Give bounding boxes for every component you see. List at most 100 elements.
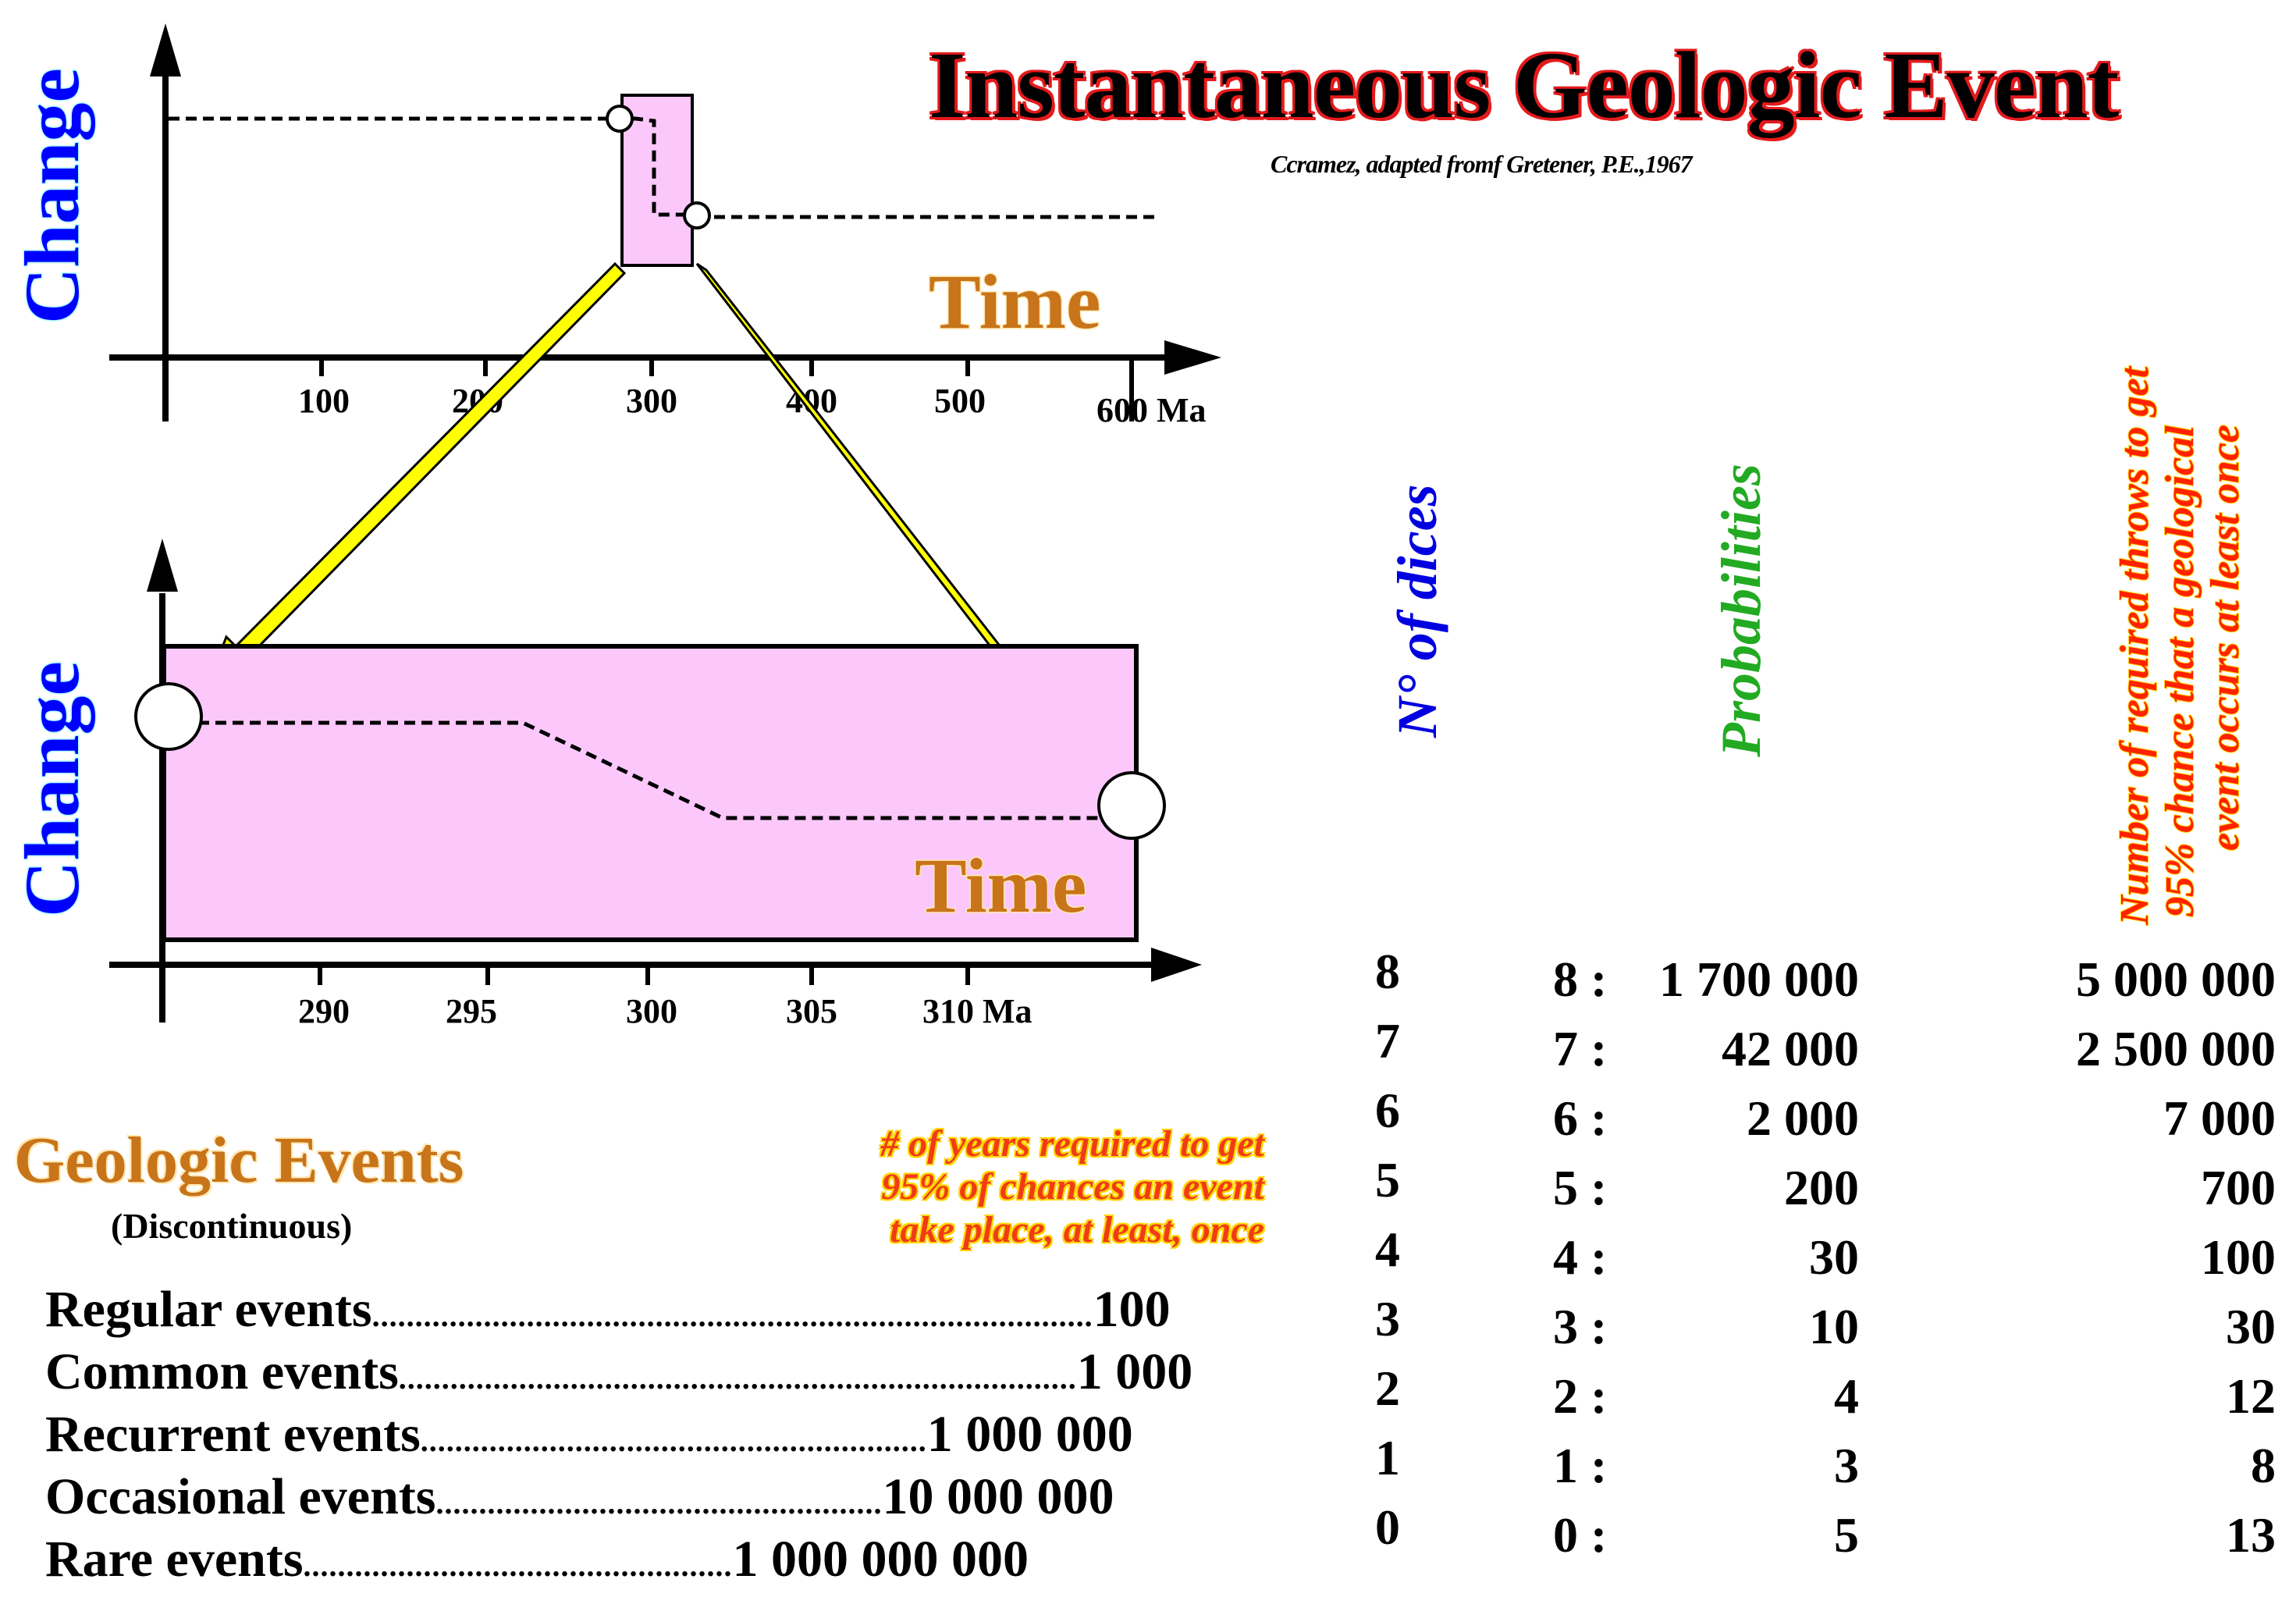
dot-leader: ........................................… [398,1360,1077,1396]
bottom-highlight-box [162,644,1139,942]
probability-value: 3 [1834,1438,1859,1493]
event-label: Rare events [45,1531,304,1588]
events-note-line-2: 95% of chances an event [881,1166,1264,1208]
probability-prefix: 0 : [1553,1507,1608,1563]
probability-prefix: 2 : [1553,1368,1608,1424]
probability-value: 2 000 [1747,1090,1859,1146]
throws-header-line-3: event occurs at least once [2203,425,2248,851]
probability-prefix: 1 : [1553,1438,1608,1493]
events-list: Regular events..........................… [45,1279,1216,1591]
bottom-time-label: Time [915,842,1086,929]
dot-leader: ........................................… [303,1548,733,1583]
events-subtitle: (Discontinuous) [111,1206,353,1246]
probability-prefix-column: 8 : 7 : 6 : 5 : 4 : 3 : 2 : 1 : 0 : [1553,944,1639,1570]
throws-header: Number of required throws to get 95% cha… [2112,365,2248,927]
dice-count: 4 [1375,1222,1400,1277]
probability-prefix: 5 : [1553,1160,1608,1215]
dice-count: 7 [1375,1013,1400,1069]
dot-leader: ........................................… [420,1423,927,1458]
event-label: Common events [45,1343,399,1400]
event-value: 10 000 000 [882,1468,1114,1525]
bottom-tick-295: 295 [446,992,497,1030]
bottom-y-arrowhead [147,539,178,592]
bottom-change-label: Change [9,661,95,917]
event-row: Recurrent events........................… [45,1403,1216,1466]
dice-header: N° of dices [1386,484,1448,738]
top-tick-600: 600 Ma [1096,391,1207,429]
dot-leader: ........................................… [371,1298,1093,1333]
throws-value: 700 [2201,1160,2276,1215]
dice-count: 6 [1375,1083,1400,1138]
events-note-line-1: # of years required to get [880,1123,1264,1165]
top-y-arrowhead [150,23,181,76]
throws-column: 5 000 000 2 500 000 7 000 700 100 30 12 … [1982,944,2276,1570]
dice-count: 2 [1375,1360,1400,1416]
probability-value: 4 [1834,1368,1859,1424]
probability-value: 200 [1784,1160,1859,1215]
probability-prefix: 8 : [1553,951,1608,1007]
probability-value: 5 [1834,1507,1859,1563]
dice-count: 1 [1375,1430,1400,1485]
probability-prefix: 4 : [1553,1229,1608,1285]
top-change-trace-a [169,116,697,217]
events-title: Geologic Events [14,1124,464,1197]
throws-value: 7 000 [2163,1090,2276,1146]
throws-value: 8 [2251,1438,2276,1493]
probability-prefix: 7 : [1553,1021,1608,1076]
zoom-arrow-left [198,261,627,706]
dice-count: 0 [1375,1499,1400,1555]
page-title: Instantaneous Geologic Event [929,33,2119,138]
bottom-change-trace [198,720,1133,820]
dice-count: 3 [1375,1291,1400,1346]
top-time-label: Time [929,258,1100,345]
probability-value: 42 000 [1722,1021,1859,1076]
event-value: 1 000 000 000 [732,1531,1029,1588]
event-row: Occasional events.......................… [45,1466,1216,1528]
event-value: 1 000 [1076,1343,1193,1400]
bottom-tick-300: 300 [626,992,677,1030]
bottom-start-point [134,682,203,751]
throws-value: 5 000 000 [2076,951,2276,1007]
event-label: Recurrent events [45,1406,421,1463]
dice-count: 5 [1375,1152,1400,1208]
top-start-point [606,105,634,133]
top-tick-500: 500 [934,382,986,420]
top-tick-300: 300 [626,382,677,420]
credit-line: Ccramez, adapted fromf Gretener, P.E.,19… [1271,150,1693,178]
dice-column: 8 7 6 5 4 3 2 1 0 [1375,937,1438,1562]
probability-prefix: 3 : [1553,1299,1608,1354]
bottom-x-arrowhead [1151,948,1202,982]
bottom-end-point [1097,771,1166,840]
bottom-tick-305: 305 [786,992,837,1030]
top-highlight-box [620,94,694,267]
event-value: 1 000 000 [926,1406,1133,1463]
probabilities-header: Probabilities [1710,464,1772,758]
column-headers: N° of dices Probabilities Number of requ… [1386,365,2248,927]
throws-value: 2 500 000 [2076,1021,2276,1076]
throws-value: 30 [2226,1299,2276,1354]
throws-value: 12 [2226,1368,2276,1424]
throws-header-line-2: 95% chance that a geological [2158,425,2202,917]
dice-count: 8 [1375,944,1400,999]
probability-value: 1 700 000 [1659,951,1859,1007]
top-x-ticks [319,357,1134,421]
top-x-arrowhead [1164,340,1221,375]
throws-value: 100 [2201,1229,2276,1285]
top-graph: 100 200 300 400 500 600 Ma Time Change [8,23,1221,429]
throws-header-line-1: Number of required throws to get [2113,365,2157,926]
event-row: Common events...........................… [45,1341,1216,1403]
top-change-label: Change [9,68,95,324]
probability-prefix: 6 : [1553,1090,1608,1146]
event-label: Occasional events [45,1468,436,1525]
dot-leader: ........................................… [435,1485,883,1521]
events-note-line-3: take place, at least, once [890,1209,1264,1250]
bottom-x-ticks [318,965,970,985]
probability-value-column: 1 700 000 42 000 2 000 200 30 10 4 3 5 [1623,944,1859,1570]
event-label: Regular events [45,1281,372,1338]
event-row: Regular events..........................… [45,1279,1216,1341]
bottom-tick-310: 310 Ma [922,992,1032,1030]
probability-value: 10 [1809,1299,1859,1354]
top-end-point [683,201,711,229]
top-tick-100: 100 [298,382,350,420]
